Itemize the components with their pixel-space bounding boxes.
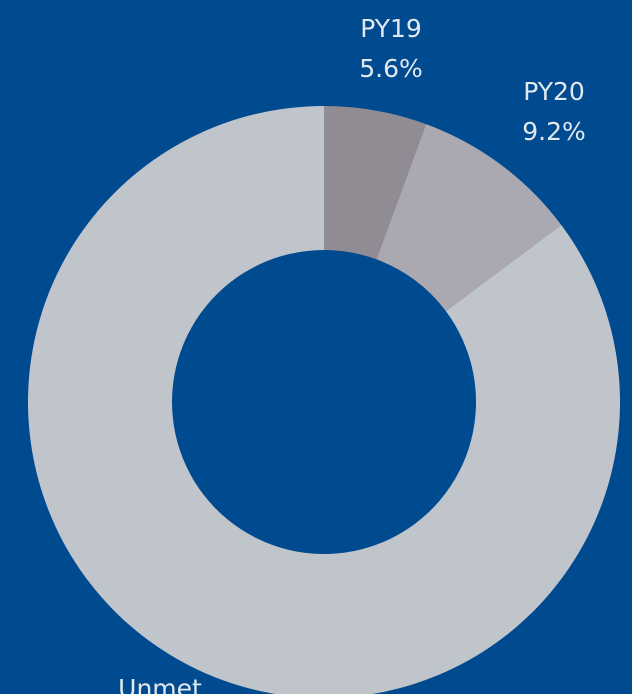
value-label: 9.2% [522,117,586,146]
slice-label: PY19 [360,14,422,43]
donut-slice [324,106,427,260]
slice-label: Unmet [118,674,202,694]
slice-label: PY20 [523,77,585,106]
donut-slice [28,106,620,694]
donut-slice [376,124,562,312]
value-label: 5.6% [359,54,423,83]
